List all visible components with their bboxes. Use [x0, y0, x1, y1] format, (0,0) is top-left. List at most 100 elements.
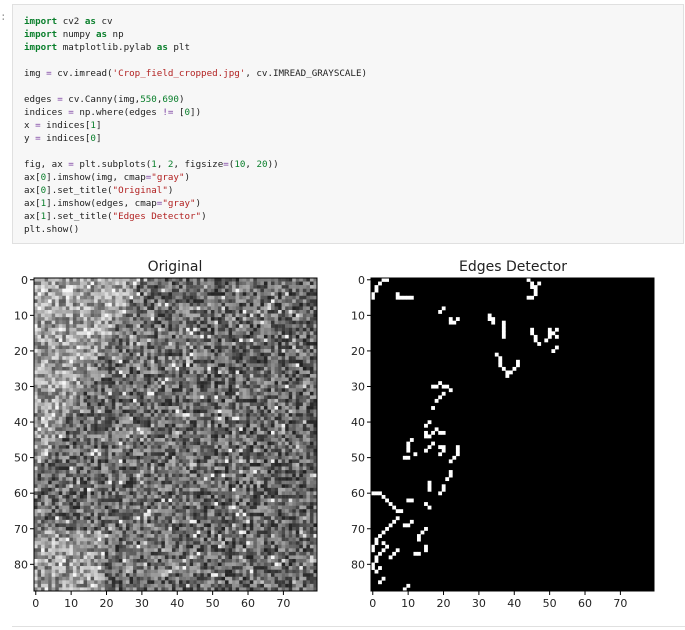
code-token: numpy	[57, 29, 96, 40]
x-tick-label: 60	[578, 597, 592, 610]
edges-ticks: 0 10 20 30 40 50 60 70 0 10 20 30 40 50 60 70 80	[351, 274, 627, 610]
code-token: ax[	[24, 185, 41, 196]
original-ticks: 0 10 20 30 40 50 60 70 0 10 20 30 40 50 60 70 80	[14, 274, 290, 610]
y-tick-label: 80	[14, 558, 28, 571]
code-token: 1	[40, 198, 47, 209]
code-token: import	[24, 29, 58, 40]
code-token: 1	[40, 211, 47, 222]
edges-image	[371, 278, 559, 595]
code-token: ].imshow(edges, cmap	[46, 198, 157, 209]
x-tick-label: 20	[437, 597, 451, 610]
code-token: "gray"	[151, 172, 185, 183]
y-tick-label: 50	[351, 452, 365, 465]
code-token: (	[228, 159, 235, 170]
code-token: ]	[95, 120, 102, 131]
x-tick-label: 0	[32, 597, 39, 610]
code-token: 0	[184, 107, 191, 118]
code-token: cv.Canny(img,	[62, 94, 141, 105]
y-tick-label: 20	[351, 345, 365, 358]
code-token: =	[145, 172, 152, 183]
code-token: , cv.IMREAD_GRAYSCALE)	[245, 68, 368, 79]
original-axes: Original 0 10 20 30 40 50 60 70 0 10 20 30 40 50 60 70 8…	[14, 259, 318, 610]
code-token: ,	[156, 159, 168, 170]
code-token: )	[201, 211, 207, 222]
code-token: import	[24, 16, 58, 27]
code-token: =	[156, 198, 163, 209]
code-token: as	[95, 29, 108, 40]
x-tick-label: 30	[472, 597, 486, 610]
cell-prompt: :	[0, 10, 7, 23]
code-token: 0	[40, 185, 47, 196]
x-tick-label: 70	[276, 597, 290, 610]
y-tick-label: 70	[14, 523, 28, 536]
code-token: 0	[40, 172, 47, 183]
edges-frame	[370, 277, 655, 592]
x-tick-label: 50	[543, 597, 557, 610]
code-token: 'Crop_field_cropped.jpg'	[112, 68, 246, 79]
x-tick-label: 20	[100, 597, 114, 610]
edges-title: Edges Detector	[459, 259, 567, 275]
code-token: ].imshow(img, cmap	[46, 172, 146, 183]
code-token: as	[84, 16, 96, 27]
x-tick-label: 10	[64, 597, 78, 610]
code-token: 10	[234, 159, 246, 170]
original-title: Original	[148, 259, 203, 275]
code-token: )	[184, 172, 191, 183]
y-tick-label: 70	[351, 523, 365, 536]
code-token: !=	[162, 107, 174, 118]
code-token: =	[46, 68, 52, 79]
code-token: ,	[245, 159, 257, 170]
code-cell[interactable]: import cv2 as cv import numpy as np impo…	[12, 4, 684, 244]
code-token: 20	[256, 159, 268, 170]
code-token: indices[	[40, 133, 91, 144]
code-token: y	[24, 133, 36, 144]
code-token: np.where(edges	[73, 107, 163, 118]
code-token: )	[167, 185, 174, 196]
code-token: as	[156, 42, 168, 53]
code-token: "gray"	[162, 198, 196, 209]
y-tick-label: 10	[14, 309, 28, 322]
code-token: =	[35, 120, 41, 131]
code-token: 0	[90, 133, 96, 144]
x-tick-label: 70	[613, 597, 627, 610]
code-token: =	[35, 133, 41, 144]
code-token: "Original"	[112, 185, 168, 196]
x-tick-label: 0	[369, 597, 376, 610]
code-token: ].set_title(	[46, 211, 113, 222]
y-tick-label: 0	[21, 274, 28, 287]
code-token: indices	[24, 107, 69, 118]
y-tick-label: 40	[351, 416, 365, 429]
original-frame	[33, 277, 318, 592]
y-tick-label: 10	[351, 309, 365, 322]
code-editor[interactable]: import cv2 as cv import numpy as np impo…	[24, 15, 367, 236]
code-token: ax[	[24, 172, 41, 183]
code-token: np	[107, 29, 124, 40]
code-token: plt.subplots(	[73, 159, 152, 170]
code-token: plt.show()	[24, 224, 80, 235]
code-token: ))	[267, 159, 279, 170]
y-tick-label: 30	[351, 380, 365, 393]
code-token: =	[223, 159, 229, 170]
y-tick-label: 60	[14, 487, 28, 500]
code-token: fig, ax	[24, 159, 69, 170]
x-tick-label: 10	[401, 597, 415, 610]
y-tick-label: 50	[14, 452, 28, 465]
code-token: 2	[167, 159, 174, 170]
code-token: plt	[167, 42, 190, 53]
code-token: ,	[156, 94, 163, 105]
code-token: ax[	[24, 198, 41, 209]
code-token: import	[24, 42, 58, 53]
output-figure: Original 0 10 20 30 40 50 60 70 0 10 20 30 40 50 60 70 8…	[14, 259, 655, 610]
code-token: cv2	[57, 16, 85, 27]
edges-background	[371, 278, 654, 591]
original-image	[34, 278, 318, 592]
x-tick-label: 30	[135, 597, 149, 610]
code-token: img	[24, 68, 47, 79]
x-tick-label: 60	[241, 597, 255, 610]
code-token: =	[68, 107, 74, 118]
code-token: =	[68, 159, 74, 170]
code-token: indices[	[40, 120, 91, 131]
y-tick-label: 30	[14, 380, 28, 393]
x-tick-label: 40	[507, 597, 521, 610]
edges-axes: Edges Detector 0 10 20 30 40 50 60 70 0 10 20 30 40 5…	[351, 259, 655, 610]
